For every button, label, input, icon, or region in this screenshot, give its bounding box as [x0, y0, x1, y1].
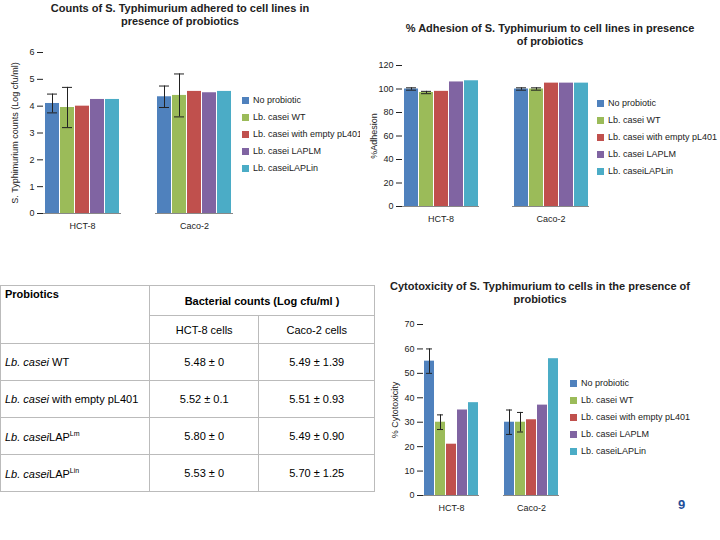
- svg-text:HCT-8: HCT-8: [428, 214, 454, 224]
- svg-text:Caco-2: Caco-2: [180, 221, 209, 231]
- svg-text:1: 1: [29, 182, 34, 192]
- svg-text:0: 0: [409, 490, 414, 500]
- html-text:Lb. casei LAPLM: Lb. casei LAPLM: [608, 149, 676, 159]
- svg-text:3: 3: [29, 128, 34, 138]
- html-text:No probiotic: No probiotic: [581, 378, 629, 388]
- html-text:5.70 ± 1.25: 5.70 ± 1.25: [289, 467, 345, 479]
- svg-text:10: 10: [404, 466, 414, 476]
- svg-text:0: 0: [29, 208, 34, 218]
- svg-text:120: 120: [378, 60, 393, 70]
- html-text:Lb. casei WT: Lb. casei WT: [581, 395, 634, 405]
- svg-text:60: 60: [404, 344, 414, 354]
- html-text:5.80 ± 0: 5.80 ± 0: [184, 430, 224, 442]
- html-text:Lb. casei LAPLM: Lb. casei LAPLM: [581, 429, 649, 439]
- html-text:Lb. casei WT: Lb. casei WT: [608, 115, 661, 125]
- html-text:Cytotoxicity of S. Typhimurium: Cytotoxicity of S. Typhimurium to cells …: [390, 280, 690, 305]
- svg-text:20: 20: [404, 442, 414, 452]
- svg-text:%Adhesion: %Adhesion: [369, 113, 379, 159]
- html-text:No probiotic: No probiotic: [253, 95, 301, 105]
- svg-text:60: 60: [383, 131, 393, 141]
- svg-text:Caco-2: Caco-2: [517, 503, 546, 513]
- html-text:5.52 ± 0.1: 5.52 ± 0.1: [179, 393, 229, 405]
- html-text:Lb. casei WT: Lb. casei WT: [253, 112, 306, 122]
- html-text:Lb. caseiLAPLin: Lb. caseiLAPLin: [581, 446, 646, 456]
- html-text:Lb. caseiLAPLin: Lb. caseiLAPLin: [253, 163, 318, 173]
- html-text:5.48 ± 0: 5.48 ± 0: [184, 356, 224, 368]
- svg-text:40: 40: [404, 393, 414, 403]
- html-text:Probiotics: Probiotics: [5, 288, 59, 300]
- svg-text:40: 40: [383, 154, 393, 164]
- svg-text:S. Typhimurium counts (Log cfu: S. Typhimurium counts (Log cfu/ml): [10, 62, 20, 203]
- svg-text:80: 80: [383, 107, 393, 117]
- svg-text:6: 6: [29, 47, 34, 57]
- html-text:Lb. casei with empty pL401: Lb. casei with empty pL401: [253, 129, 363, 139]
- html-text:HCT-8 cells: HCT-8 cells: [175, 323, 233, 336]
- html-text:Lb. casei with empty pL401: Lb. casei with empty pL401: [608, 132, 718, 142]
- html-text:No probiotic: No probiotic: [608, 98, 656, 108]
- html-text:Lb. casei WT: Lb. casei WT: [5, 356, 70, 368]
- html-text:5.53 ± 0: 5.53 ± 0: [184, 467, 224, 479]
- svg-text:30: 30: [404, 417, 414, 427]
- html-text:5.49 ± 0.90: 5.49 ± 0.90: [289, 430, 345, 442]
- html-text:Lb. casei with empty pL401: Lb. casei with empty pL401: [5, 393, 139, 405]
- html-text:% Adhesion of S. Typhimurium t: % Adhesion of S. Typhimurium to cell lin…: [405, 22, 695, 47]
- svg-text:% Cytotoxicity: % Cytotoxicity: [390, 381, 400, 438]
- svg-text:5: 5: [29, 74, 34, 84]
- html-text:Counts of S. Typhimurium adher: Counts of S. Typhimurium adhered to cell…: [50, 2, 310, 27]
- html-text:Lb. casei with empty pL401: Lb. casei with empty pL401: [581, 412, 691, 422]
- svg-text:50: 50: [404, 368, 414, 378]
- svg-text:2: 2: [29, 155, 34, 165]
- html-text:5.51 ± 0.93: 5.51 ± 0.93: [289, 393, 345, 405]
- svg-text:0: 0: [388, 201, 393, 211]
- html-text:5.49 ± 1.39: 5.49 ± 1.39: [289, 356, 345, 368]
- svg-text:HCT-8: HCT-8: [438, 503, 464, 513]
- html-text:Bacterial counts (Log cfu/ml ): Bacterial counts (Log cfu/ml ): [184, 294, 340, 307]
- html-text:Lb. casei LAPLin: Lb. casei LAPLin: [5, 466, 80, 480]
- svg-text:70: 70: [404, 319, 414, 329]
- svg-text:20: 20: [383, 178, 393, 188]
- html-text:9: 9: [678, 497, 686, 512]
- html-text:Lb. caseiLAPLin: Lb. caseiLAPLin: [608, 166, 673, 176]
- svg-text:Caco-2: Caco-2: [536, 214, 565, 224]
- svg-text:4: 4: [29, 101, 34, 111]
- svg-text:100: 100: [378, 84, 393, 94]
- html-text:Lb. casei LAPLM: Lb. casei LAPLM: [253, 146, 321, 156]
- html-text:Caco-2 cells: Caco-2 cells: [286, 323, 347, 336]
- svg-text:HCT-8: HCT-8: [69, 221, 95, 231]
- html-text:Lb. casei LAPLm: Lb. casei LAPLm: [5, 429, 80, 443]
